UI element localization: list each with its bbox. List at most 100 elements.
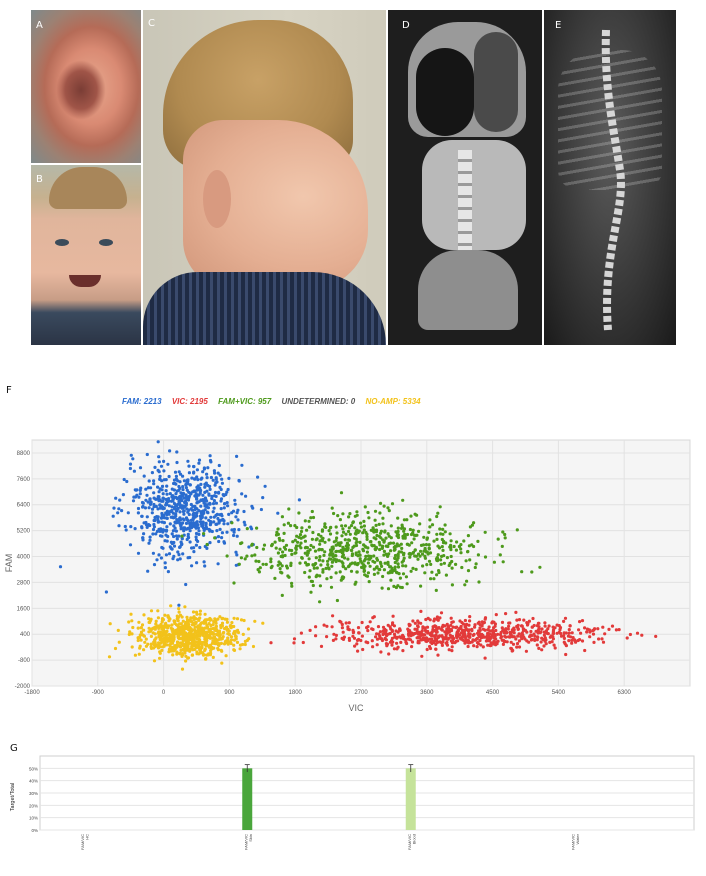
scatter-point: [177, 630, 181, 634]
scatter-point: [192, 471, 196, 475]
scatter-point: [360, 634, 364, 638]
scatter-point: [379, 562, 383, 566]
scatter-point: [169, 604, 173, 608]
scatter-point: [144, 520, 148, 525]
scatter-point: [257, 559, 261, 564]
scatter-point: [342, 635, 346, 639]
scatter-point: [218, 615, 222, 619]
scatter-point: [411, 566, 415, 570]
scatter-point: [340, 560, 344, 564]
scatter-point: [188, 540, 192, 544]
panel-label-e: E: [555, 20, 562, 31]
scatter-point: [334, 637, 338, 641]
bar-y-tick-label: 0%: [31, 828, 38, 833]
scatter-point: [381, 574, 385, 579]
scatter-point: [340, 534, 344, 538]
scatter-point: [373, 509, 378, 513]
scatter-point: [212, 632, 216, 636]
scatter-point: [562, 640, 566, 644]
scatter-point: [136, 636, 140, 640]
scatter-point: [174, 534, 179, 538]
scatter-point: [172, 619, 176, 624]
scatter-point: [203, 490, 207, 494]
scatter-point: [225, 617, 229, 621]
scatter-point: [320, 538, 324, 542]
scatter-point: [160, 637, 164, 641]
scatter-point: [318, 584, 322, 588]
scatter-point: [147, 506, 151, 510]
scatter-point: [386, 532, 390, 536]
scatter-point: [198, 520, 203, 524]
scatter-point: [390, 643, 394, 647]
scatter-point: [617, 628, 621, 632]
scatter-point: [198, 612, 202, 616]
scatter-point: [255, 545, 259, 550]
scatter-point: [359, 525, 363, 529]
scatter-point: [363, 544, 367, 548]
bar: [242, 768, 253, 830]
scatter-point: [188, 491, 192, 495]
scatter-point: [222, 540, 226, 544]
scatter-point: [245, 527, 249, 531]
scatter-point: [421, 564, 425, 568]
scatter-point: [204, 620, 208, 624]
scatter-point: [512, 631, 516, 635]
scatter-point: [426, 631, 430, 635]
scatter-point: [475, 645, 479, 649]
scatter-point: [150, 471, 154, 475]
scatter-point: [178, 510, 182, 514]
scatter-point: [205, 499, 209, 503]
scatter-point: [401, 564, 405, 568]
scatter-point: [363, 557, 367, 561]
scatter-point: [121, 493, 125, 497]
scatter-point: [171, 511, 175, 515]
scatter-point: [243, 642, 247, 647]
scatter-point: [424, 543, 428, 547]
scatter-point: [382, 568, 386, 572]
scatter-point: [486, 637, 490, 642]
scatter-point: [217, 629, 222, 633]
scatter-point: [181, 488, 185, 492]
scatter-point: [479, 636, 483, 640]
scatter-point: [178, 472, 183, 476]
scatter-point: [146, 500, 150, 504]
scatter-point: [315, 566, 319, 570]
scatter-point: [375, 533, 379, 538]
scatter-point: [395, 531, 399, 535]
scatter-point: [416, 552, 421, 556]
scatter-point: [477, 580, 481, 584]
scatter-point: [131, 625, 135, 630]
scatter-point: [149, 642, 153, 646]
scatter-point: [368, 620, 372, 624]
scatter-point: [179, 527, 183, 531]
scatter-point: [208, 501, 212, 505]
scatter-point: [146, 486, 150, 490]
scatter-point: [603, 632, 607, 636]
scatter-point: [463, 618, 467, 623]
scatter-point: [580, 619, 585, 623]
scatter-point: [393, 556, 397, 561]
scatter-point: [423, 554, 427, 558]
scatter-point: [179, 645, 183, 649]
scatter-point: [185, 507, 189, 511]
scatter-point: [215, 480, 219, 484]
scatter-point: [204, 516, 208, 520]
scatter-point: [303, 539, 307, 543]
scatter-point: [423, 571, 427, 575]
scatter-point: [213, 490, 218, 495]
scatter-point: [448, 532, 452, 536]
scatter-point: [390, 622, 395, 627]
scatter-point: [177, 534, 181, 538]
scatter-point: [435, 537, 439, 541]
scatter-point: [393, 568, 397, 572]
scatter-point: [354, 552, 358, 557]
scatter-point: [158, 534, 163, 538]
scatter-point: [198, 545, 202, 550]
scatter-point: [390, 629, 394, 633]
scatter-point: [178, 622, 182, 626]
scatter-point: [147, 541, 151, 545]
scatter-point: [351, 520, 355, 524]
scatter-point: [628, 632, 633, 637]
scatter-point: [328, 553, 332, 557]
scatter-point: [377, 540, 381, 544]
